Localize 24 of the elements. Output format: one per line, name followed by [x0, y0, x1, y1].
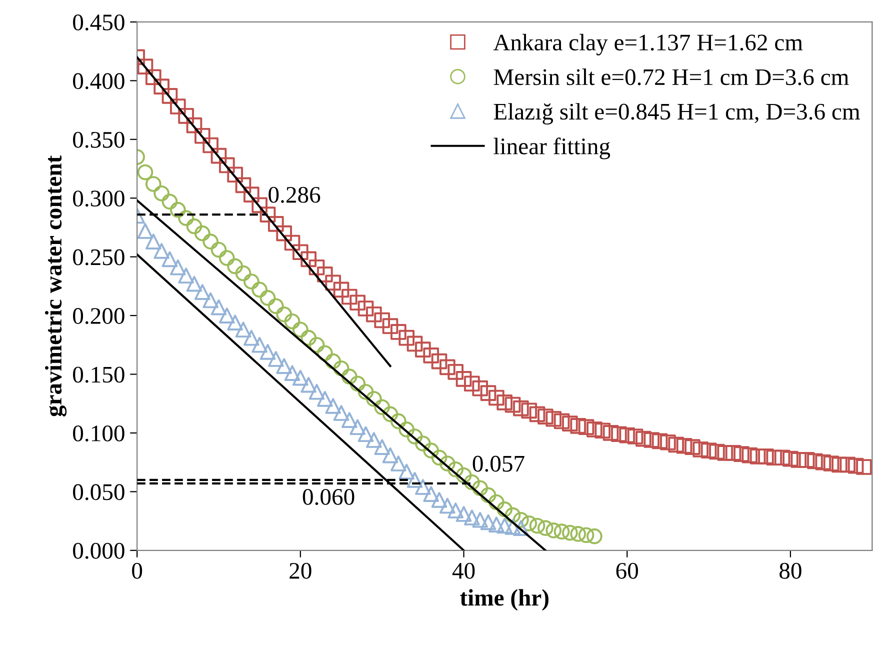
- y-tick-label: 0.350: [73, 132, 124, 148]
- y-tick-label: 0.150: [73, 366, 124, 383]
- y-tick-label: 0.400: [73, 73, 124, 90]
- x-tick-label: 40: [452, 562, 475, 579]
- x-tick-label: 80: [780, 562, 802, 579]
- y-tick-label: 0.100: [73, 425, 124, 442]
- legend-label: Elazığ silt e=0.845 H=1 cm, D=3.6 cm: [494, 103, 860, 125]
- legend-label: linear fitting: [494, 138, 610, 160]
- x-tick-label: 0: [132, 562, 142, 579]
- y-tick-label: 0.000: [73, 542, 124, 559]
- annotation: 0.060: [302, 488, 354, 505]
- y-tick-label: 0.200: [73, 308, 124, 324]
- x-tick-label: 20: [290, 562, 312, 579]
- legend-label: Mersin silt e=0.72 H=1 cm D=3.6 cm: [494, 68, 849, 86]
- y-tick-label: 0.250: [73, 249, 124, 266]
- y-axis-title: gravimetric water content: [44, 155, 67, 416]
- x-tick-label: 60: [616, 562, 638, 579]
- y-tick-label: 0.050: [73, 484, 124, 500]
- legend-label: Ankara clay e=1.137 H=1.62 cm: [493, 34, 803, 56]
- x-axis-title: time (hr): [460, 589, 548, 611]
- annotation: 0.286: [268, 186, 320, 203]
- y-tick-label: 0.300: [73, 190, 124, 207]
- y-tick-label: 0.450: [73, 14, 124, 30]
- annotation: 0.057: [472, 456, 524, 472]
